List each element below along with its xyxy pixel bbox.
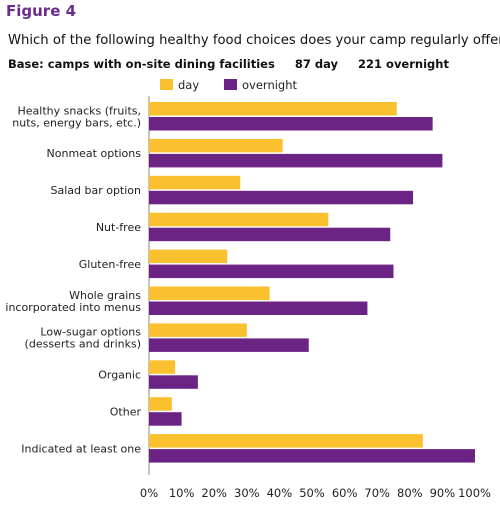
bar-overnight-1 [149,153,443,168]
bar-overnight-0 [149,117,433,131]
x-tick-label-9: 90% [430,486,456,500]
bar-overnight-2 [149,190,414,205]
category-label-6-line-1: (desserts and drinks) [25,338,141,351]
bar-day-0 [149,102,397,116]
bar-day-5 [149,286,270,300]
base-label: Base: camps with on-site dining faciliti… [8,57,275,71]
legend-swatch-day [160,79,173,90]
category-label-5-line-1: incorporated into menus [5,301,141,314]
bar-overnight-8 [149,412,182,426]
category-label-0-line-1: nuts, energy bars, etc.) [12,116,141,129]
category-label-3: Nut-free [96,221,141,234]
x-tick-label-3: 30% [234,486,260,500]
bar-overnight-5 [149,301,368,315]
bar-overnight-6 [149,338,309,352]
x-tick-label-5: 50% [299,486,325,500]
x-tick-label-0: 0% [140,486,158,500]
bar-day-8 [149,397,172,411]
category-label-7: Organic [98,369,141,382]
legend-label-day: day [178,78,199,92]
category-label-8: Other [110,405,142,418]
bar-day-2 [149,175,241,190]
base-line: Base: camps with on-site dining faciliti… [8,57,465,71]
x-tick-label-6: 60% [332,486,358,500]
x-tick-label-10: 100% [458,486,491,500]
bar-day-3 [149,212,329,227]
bar-overnight-4 [149,264,394,279]
bar-overnight-9 [149,449,475,463]
x-tick-label-8: 80% [397,486,423,500]
x-tick-label-2: 20% [201,486,227,500]
bar-day-6 [149,323,247,337]
x-tick-label-7: 70% [364,486,390,500]
legend-swatch-overnight [224,79,237,90]
bar-day-9 [149,434,423,448]
category-label-6-line-0: Low-sugar options [40,326,141,339]
legend-label-overnight: overnight [242,78,298,92]
bar-overnight-3 [149,227,391,242]
category-label-0-line-0: Healthy snacks (fruits, [18,104,141,117]
x-tick-label-4: 40% [267,486,293,500]
bar-day-1 [149,138,283,153]
x-tick-label-1: 10% [169,486,195,500]
category-label-4: Gluten-free [79,258,141,271]
figure-label: Figure 4 [6,2,77,20]
category-label-5-line-0: Whole grains [69,289,141,302]
bar-overnight-7 [149,375,198,389]
chart-question: Which of the following healthy food choi… [8,33,500,48]
category-label-1: Nonmeat options [47,147,142,160]
base-overnight-count: 221 overnight [358,57,449,71]
bar-day-4 [149,249,228,264]
category-label-2: Salad bar option [50,184,141,197]
base-day-count: 87 day [294,57,339,71]
category-label-9: Indicated at least one [21,442,141,455]
bar-day-7 [149,360,176,374]
